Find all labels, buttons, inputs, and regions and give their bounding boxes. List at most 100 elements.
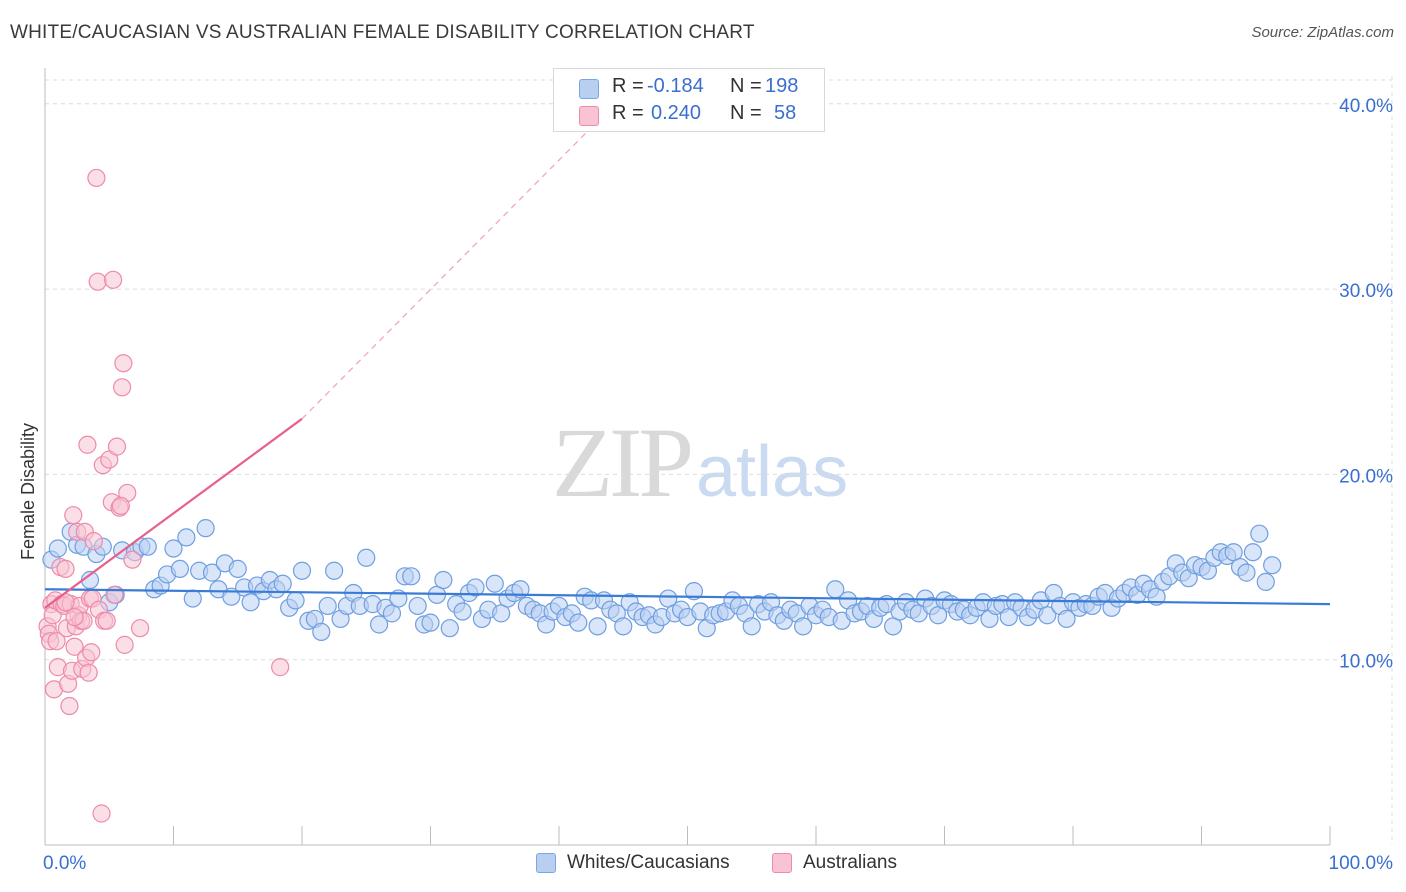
legend-n-value: 198 xyxy=(765,75,799,97)
data-point-whites xyxy=(569,613,588,632)
data-point-whites xyxy=(138,537,157,556)
legend-label-whites: Whites/Caucasians xyxy=(567,852,730,873)
data-point-whites xyxy=(511,580,530,599)
data-point-whites xyxy=(312,622,331,642)
data-point-whites xyxy=(318,596,337,616)
legend-n-label: N = xyxy=(730,102,762,124)
data-point-whites xyxy=(402,567,421,586)
data-point-whites xyxy=(177,528,196,547)
legend-r-label: R = xyxy=(612,75,644,97)
trend-line-whites xyxy=(44,588,1331,606)
data-point-whites xyxy=(453,602,472,621)
data-point-whites xyxy=(48,539,67,558)
legend-swatch-australians xyxy=(579,106,599,126)
watermark: ZIPatlas xyxy=(552,405,848,520)
data-point-whites xyxy=(183,589,202,608)
data-point-whites xyxy=(614,617,633,636)
legend-n-label: N = xyxy=(730,75,762,97)
data-point-whites xyxy=(794,617,813,636)
data-point-australians xyxy=(115,635,134,654)
series-australians-points xyxy=(38,168,290,823)
legend-r-value: -0.184 xyxy=(647,75,704,97)
legend-swatch-whites xyxy=(536,853,556,873)
y-tick-label: 10.0% xyxy=(1339,652,1393,673)
data-point-australians xyxy=(112,378,132,397)
data-point-australians xyxy=(78,435,97,454)
legend-swatch-whites xyxy=(579,79,599,99)
y-tick-label: 20.0% xyxy=(1339,466,1393,487)
data-point-whites xyxy=(1038,606,1057,625)
data-point-whites xyxy=(357,548,376,567)
legend-r-label: R = xyxy=(612,102,644,124)
data-point-whites xyxy=(408,596,427,616)
data-point-australians xyxy=(105,585,124,604)
data-point-australians xyxy=(114,354,133,373)
trend-extension-australians xyxy=(301,75,643,420)
correlation-legend: R = -0.184 N = 198 R = 0.240 N = 58 xyxy=(553,68,825,132)
data-point-whites xyxy=(164,539,183,558)
data-point-australians xyxy=(104,270,123,289)
x-tick-label-end: 100.0% xyxy=(1329,853,1394,874)
watermark-atlas: atlas xyxy=(696,432,849,512)
data-point-whites xyxy=(1243,543,1263,562)
data-point-whites xyxy=(170,559,190,579)
data-point-australians xyxy=(92,804,111,823)
data-point-whites xyxy=(588,617,607,636)
data-point-whites xyxy=(742,617,761,636)
data-point-whites xyxy=(202,563,222,582)
data-point-whites xyxy=(1237,563,1256,582)
trend-line-australians xyxy=(44,417,303,609)
data-point-australians xyxy=(47,632,66,651)
data-point-whites xyxy=(1057,609,1076,629)
data-point-whites xyxy=(325,561,344,580)
data-point-australians xyxy=(79,663,98,682)
data-point-whites xyxy=(485,574,504,593)
legend-label-australians: Australians xyxy=(803,852,897,873)
legend-swatch-australians xyxy=(772,853,792,873)
legend-n-value: 58 xyxy=(774,102,797,124)
data-point-australians xyxy=(87,168,106,188)
data-point-whites xyxy=(1250,524,1269,543)
data-point-australians xyxy=(97,611,116,630)
data-point-whites xyxy=(1256,572,1275,591)
data-point-whites xyxy=(228,559,247,579)
data-point-whites xyxy=(273,574,292,593)
data-point-whites xyxy=(684,582,704,601)
data-point-whites xyxy=(440,619,459,638)
data-point-whites xyxy=(292,561,312,580)
series-whites-points xyxy=(42,519,1282,642)
y-tick-label: 30.0% xyxy=(1339,281,1393,302)
y-tick-label: 40.0% xyxy=(1339,96,1393,117)
x-tick-label-start: 0.0% xyxy=(43,853,86,874)
data-point-whites xyxy=(466,578,485,597)
data-point-australians xyxy=(60,696,79,716)
axes xyxy=(44,68,1331,846)
data-point-australians xyxy=(111,496,130,515)
legend-r-value: 0.240 xyxy=(651,102,702,124)
data-point-australians xyxy=(64,506,83,525)
data-point-whites xyxy=(434,570,453,590)
tick-labels: 10.0% 20.0% 30.0% 40.0% 0.0% 100.0% xyxy=(43,96,1393,874)
data-point-australians xyxy=(130,619,150,638)
data-point-australians xyxy=(107,437,127,456)
data-point-australians xyxy=(271,658,290,677)
series-legend: Whites/Caucasians Australians xyxy=(0,852,1406,878)
data-point-australians xyxy=(123,550,142,569)
trend-lines xyxy=(44,75,1331,609)
legend-row-australians: R = 0.240 N = 58 xyxy=(554,102,824,128)
data-point-whites xyxy=(370,615,389,634)
data-point-australians xyxy=(88,272,107,291)
watermark-zip: ZIP xyxy=(552,407,694,518)
legend-row-whites: R = -0.184 N = 198 xyxy=(554,75,824,101)
chart-title: WHITE/CAUCASIAN VS AUSTRALIAN FEMALE DIS… xyxy=(10,22,755,43)
data-point-whites xyxy=(241,593,260,612)
data-point-australians xyxy=(82,643,101,662)
data-point-australians xyxy=(56,559,75,579)
source-credit: Source: ZipAtlas.com xyxy=(1251,24,1394,41)
data-point-australians xyxy=(65,607,84,627)
data-point-whites xyxy=(196,519,215,538)
data-point-whites xyxy=(421,613,440,632)
data-point-whites xyxy=(1263,556,1282,575)
y-axis-label: Female Disability xyxy=(18,422,38,560)
